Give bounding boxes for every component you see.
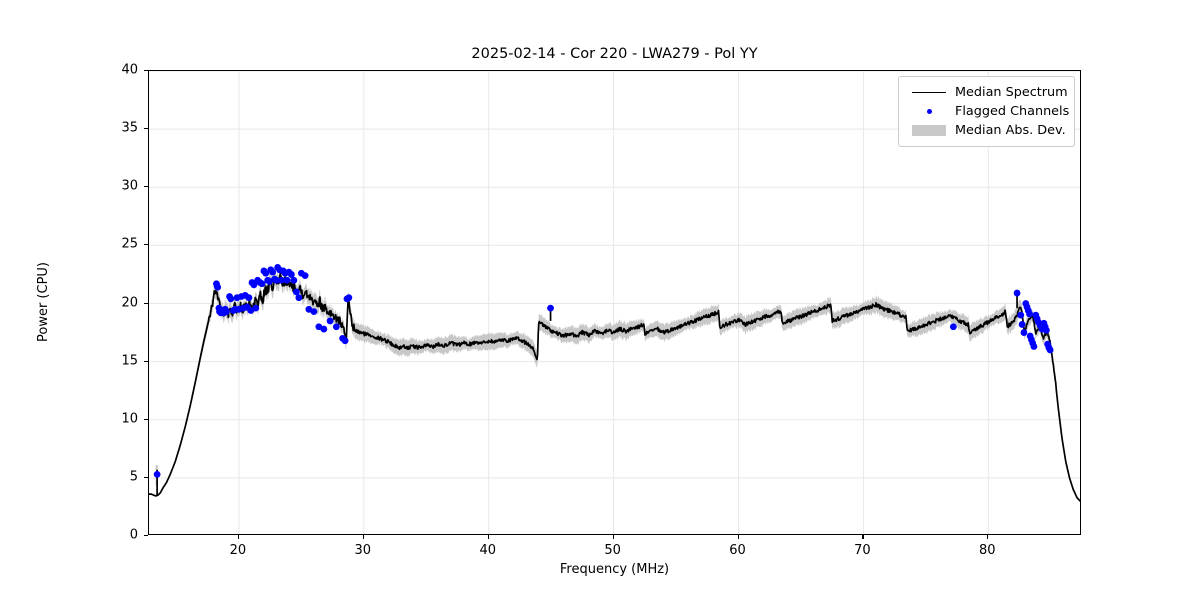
x-tick-label: 20: [229, 543, 247, 558]
y-tick-mark: [143, 535, 148, 537]
y-tick-label: 40: [121, 62, 138, 78]
legend-patch-icon: [906, 125, 952, 136]
y-tick-label: 35: [121, 120, 138, 136]
median-spectrum-line: [149, 272, 1080, 503]
flagged-channel-point: [295, 294, 303, 302]
flagged-channel-point: [273, 276, 280, 284]
flagged-channel-point: [1018, 321, 1026, 328]
x-tick-label: 70: [854, 543, 871, 558]
plot-axes: [148, 70, 1081, 535]
flagged-channel-point: [310, 308, 318, 316]
flagged-channel-point: [214, 283, 222, 291]
y-axis-title: Power (CPU): [36, 261, 51, 343]
flagged-channel-point: [283, 276, 291, 284]
legend-label-median-spectrum: Median Spectrum: [955, 85, 1068, 100]
y-tick-label: 15: [121, 353, 138, 369]
legend-line-icon: [906, 91, 952, 94]
y-tick-mark: [143, 70, 148, 72]
legend-entry-median-spectrum: Median Spectrum: [906, 83, 1068, 102]
x-tick-label: 60: [729, 543, 746, 558]
flagged-channel-point: [320, 325, 328, 333]
flagged-channel-point: [1026, 310, 1033, 318]
y-tick-mark: [143, 186, 148, 188]
y-tick-label: 30: [121, 178, 138, 194]
flagged-channel-point: [1030, 343, 1038, 350]
legend-label-median-abs-dev: Median Abs. Dev.: [955, 123, 1066, 138]
y-tick-label: 10: [121, 411, 138, 427]
x-tick-mark: [237, 535, 240, 540]
legend-entry-median-abs-dev: Median Abs. Dev.: [906, 121, 1067, 140]
flagged-channel-point: [341, 337, 349, 345]
flagged-channel-point: [277, 276, 285, 284]
flagged-channel-point: [153, 470, 161, 478]
flagged-channel-point: [227, 295, 235, 303]
flagged-channel-point: [223, 308, 230, 316]
flagged-channel-point: [1046, 346, 1054, 354]
y-tick-label: 0: [129, 527, 138, 543]
x-tick-mark: [987, 535, 989, 540]
flagged-channel-point: [1020, 329, 1028, 336]
plot-svg: [149, 71, 1080, 534]
legend: Median Spectrum Flagged Channels Median …: [898, 76, 1075, 147]
x-tick-mark: [862, 535, 864, 540]
x-tick-label: 30: [354, 543, 372, 558]
flagged-channel-point: [262, 269, 270, 277]
legend-label-flagged-channels: Flagged Channels: [955, 104, 1070, 119]
x-tick-mark: [737, 535, 739, 540]
flagged-channel-point: [292, 288, 300, 296]
flagged-channel-point: [547, 304, 554, 312]
y-tick-mark: [143, 302, 148, 304]
y-tick-label: 20: [121, 295, 138, 310]
flagged-channel-point: [258, 280, 266, 288]
x-tick-mark: [362, 535, 364, 540]
flagged-channel-point: [245, 294, 253, 302]
flagged-channel-point: [1013, 289, 1021, 297]
y-tick-mark: [143, 476, 148, 478]
y-tick-mark: [143, 418, 148, 420]
y-tick-label: 25: [121, 236, 138, 252]
flagged-channel-point: [345, 294, 353, 302]
flagged-channel-point: [1043, 326, 1050, 334]
mad-band: [149, 265, 1080, 502]
flagged-channel-point: [332, 323, 340, 331]
legend-entry-flagged-channels: Flagged Channels: [906, 102, 1070, 121]
x-tick-label: 40: [479, 543, 496, 558]
grid-lines: [149, 71, 1080, 534]
x-tick-mark: [487, 535, 489, 540]
flagged-channel-point: [301, 272, 309, 279]
flagged-channel-point: [252, 304, 260, 312]
flagged-channel-point: [326, 317, 334, 325]
x-tick-label: 50: [604, 543, 621, 558]
flagged-channel-point: [290, 276, 298, 284]
flagged-channel-point: [250, 281, 258, 289]
legend-dot-icon: [906, 109, 952, 114]
flagged-channel-point: [269, 268, 277, 276]
flagged-channel-point: [1017, 311, 1025, 319]
y-tick-mark: [143, 244, 148, 246]
flagged-channel-point: [949, 323, 957, 331]
flagged-channel-point: [287, 271, 295, 278]
plot-title: 2025-02-14 - Cor 220 - LWA279 - Pol YY: [471, 46, 758, 62]
flagged-channel-points: [153, 264, 1054, 478]
y-tick-mark: [143, 128, 148, 130]
y-tick-mark: [143, 360, 148, 362]
y-tick-label: 5: [129, 469, 138, 485]
x-tick-label: 80: [979, 543, 996, 558]
x-axis-title: Frequency (MHz): [559, 562, 670, 577]
x-tick-mark: [612, 535, 614, 540]
